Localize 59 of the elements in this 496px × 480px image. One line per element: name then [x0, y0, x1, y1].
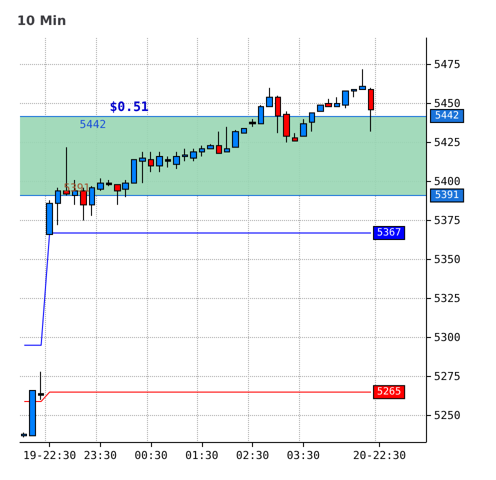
candlestick — [368, 87, 374, 132]
candlestick — [46, 200, 53, 236]
y-tick-label: 5450 — [434, 97, 460, 110]
y-tick-label: 5250 — [434, 408, 460, 422]
chart-title: 10 Min — [17, 14, 66, 29]
candlestick — [165, 156, 171, 168]
x-tick-label: 23:30 — [84, 449, 117, 462]
y-tick-label: 5425 — [434, 136, 460, 150]
annotation: $0.51 — [110, 100, 149, 115]
data-label: 5265 — [377, 386, 402, 398]
candlestick — [275, 95, 281, 134]
candlestick — [283, 110, 290, 144]
y-tick-label: 5400 — [434, 175, 460, 188]
candlestick — [89, 186, 95, 216]
y-tick-label: 5475 — [434, 58, 460, 72]
candlestick — [38, 371, 44, 400]
candlestick — [292, 132, 298, 142]
y-tick-label: 5300 — [434, 330, 460, 344]
candlestick — [249, 118, 256, 128]
candlestick — [148, 151, 154, 173]
y-tick-label: 5350 — [434, 253, 460, 266]
candlestick — [351, 88, 357, 98]
candlestick — [334, 96, 340, 108]
x-tick-label: 20-22:30 — [352, 449, 406, 462]
x-tick-label: 19-22:30 — [23, 449, 76, 462]
candlestick — [139, 151, 146, 184]
y-tick-label: 5275 — [434, 370, 460, 383]
candlestick — [97, 178, 104, 192]
candlestick — [131, 159, 137, 184]
candlestick — [309, 112, 315, 132]
candlestick — [300, 118, 307, 137]
candlestick — [241, 128, 247, 134]
candlestick — [199, 145, 205, 158]
candlestick — [156, 151, 163, 173]
candlestick — [207, 144, 214, 150]
x-tick-label: 00:30 — [134, 449, 168, 462]
y-tick-label: 5325 — [434, 292, 460, 305]
candlestick — [55, 187, 61, 226]
candlestick — [359, 68, 366, 90]
data-label: 5367 — [377, 227, 402, 238]
candlestick — [216, 131, 222, 154]
candlestick — [106, 179, 112, 187]
x-tick-label: 02:30 — [236, 449, 270, 462]
ref-line-label: 5391 — [435, 190, 460, 202]
candlestick — [173, 151, 180, 170]
candlestick — [342, 90, 349, 109]
y-tick-label: 5375 — [434, 214, 460, 227]
ref-line-label: 5442 — [435, 110, 460, 122]
candlestick — [29, 390, 36, 436]
candlestick — [266, 87, 273, 108]
candlestick — [224, 126, 230, 152]
candlestick — [258, 104, 264, 124]
candlestick — [232, 130, 239, 148]
annotation: 5442 — [80, 118, 106, 131]
candlestick — [182, 148, 188, 162]
x-tick-label: 03:30 — [286, 449, 320, 462]
x-tick-label: 01:30 — [185, 449, 218, 462]
candlestick — [190, 148, 197, 162]
candlestick — [21, 432, 27, 438]
